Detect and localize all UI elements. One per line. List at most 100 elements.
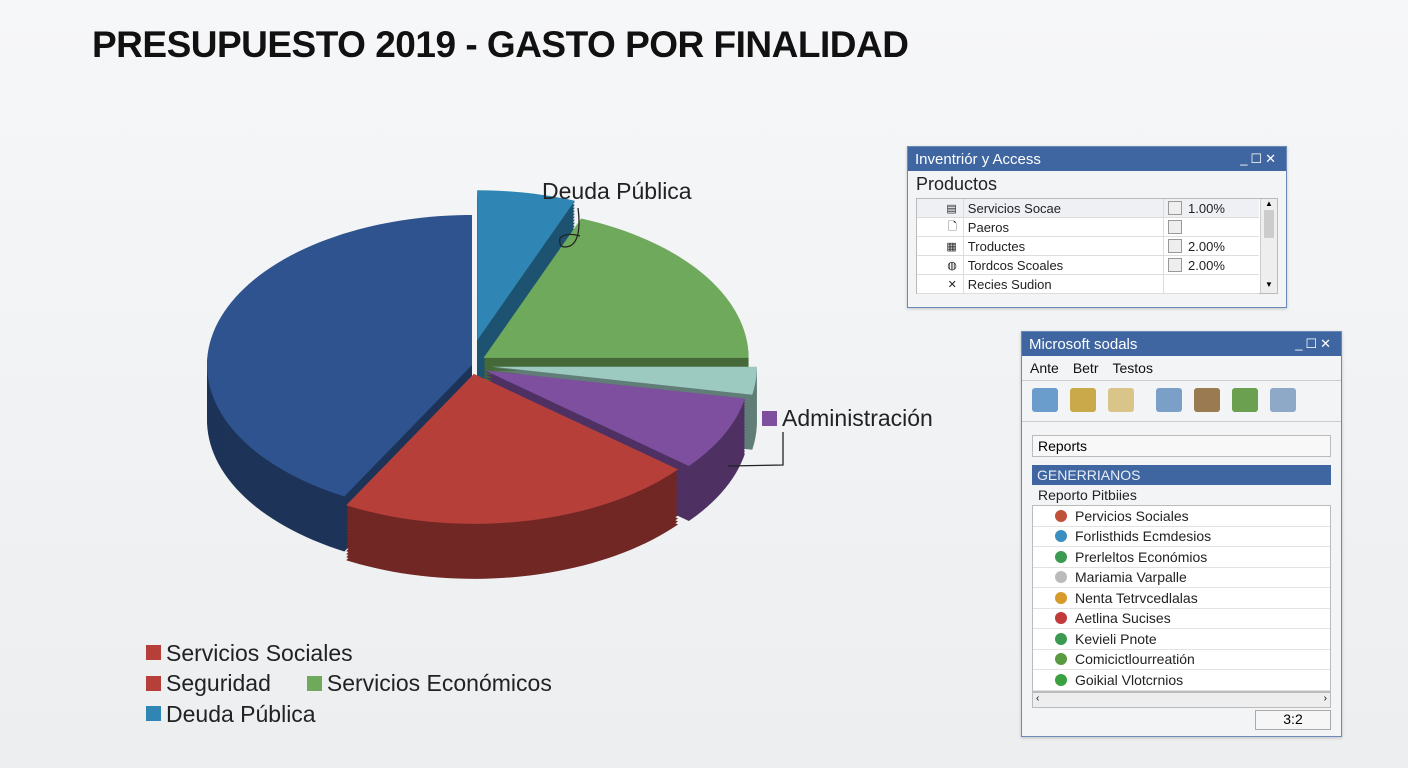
row-name: Recies Sudion [967, 276, 1052, 292]
item-label: Comicictlourreatión [1075, 651, 1195, 668]
item-label: Aetlina Sucises [1075, 610, 1171, 627]
row-name: Troductes [967, 238, 1026, 254]
pie-slice [207, 215, 473, 497]
table-row[interactable]: ◍ Tordcos Scoales 2.00% [917, 256, 1259, 275]
title-bar[interactable]: Inventriór y Access _☐✕ [908, 147, 1286, 171]
checkbox[interactable] [1168, 201, 1183, 215]
toolbar [1022, 381, 1341, 422]
status-box: 3:2 [1255, 710, 1331, 730]
window-controls[interactable]: _☐✕ [1240, 151, 1279, 166]
window-title: Inventriór y Access [915, 150, 1041, 168]
list-item[interactable]: Goikial Vlotcrnios [1033, 670, 1330, 691]
row-value: 1.00% [1188, 200, 1225, 216]
row-name: Tordcos Scoales [967, 257, 1064, 273]
row-value: 2.00% [1188, 257, 1225, 273]
menu-item[interactable]: Testos [1112, 360, 1153, 376]
report-icon [1055, 632, 1067, 645]
reports-list: Pervicios Sociales Forlisthids Ecmdesios P… [1032, 505, 1331, 692]
item-label: Mariamia Varpalle [1075, 569, 1187, 586]
row-name: Paeros [967, 219, 1009, 235]
legend-item: Servicios Sociales [146, 638, 353, 668]
legend-swatch [146, 706, 161, 721]
table-row[interactable]: 🗋 Paeros [917, 218, 1259, 237]
menu-bar: Ante Betr Testos [1022, 356, 1341, 381]
row-value-cell: 2.00% [1163, 256, 1259, 274]
form-icon: ▤ [917, 199, 964, 217]
item-label: Pervicios Sociales [1075, 507, 1189, 524]
pie-slice [346, 373, 679, 524]
checkbox[interactable] [1168, 258, 1183, 272]
report-icon [1055, 591, 1067, 604]
open-icon[interactable] [1032, 388, 1058, 412]
item-label: Forlisthids Ecmdesios [1075, 528, 1212, 545]
legend-swatch [306, 675, 322, 691]
item-label: Nenta Tetrvcedlalas [1075, 589, 1198, 606]
row-value-cell [1163, 218, 1259, 236]
macro-icon[interactable] [1232, 388, 1258, 412]
legend-swatch [146, 675, 161, 691]
list-item[interactable]: Prerleltos Económios [1033, 547, 1330, 568]
report-icon [1055, 550, 1067, 563]
report-icon [1055, 673, 1067, 686]
report-icon [1055, 530, 1067, 543]
list-item[interactable]: Pervicios Sociales [1033, 506, 1330, 527]
page-title: PRESUPUESTO 2019 - GASTO POR FINALIDAD [92, 24, 909, 65]
item-label: Goikial Vlotcrnios [1075, 671, 1184, 688]
edit-icon[interactable] [1194, 388, 1220, 412]
list-item[interactable]: Forlisthids Ecmdesios [1033, 527, 1330, 547]
row-value-cell: 2.00% [1163, 237, 1259, 255]
list-item[interactable]: Mariamia Varpalle [1033, 568, 1330, 588]
list-item[interactable]: Aetlina Sucises [1033, 609, 1330, 629]
table-row[interactable]: ▦ Troductes 2.00% [917, 237, 1259, 256]
callout-deuda-publica: Deuda Pública [542, 178, 692, 204]
window-title: Microsoft sodals [1029, 335, 1138, 353]
legend-swatch-administracion [762, 411, 777, 426]
report-icon [1055, 509, 1067, 522]
item-label: Kevieli Pnote [1075, 630, 1157, 647]
leader-line [559, 207, 581, 248]
inventory-window: Inventriór y Access _☐✕ Productos ▲ ▼ ▤ Ser… [907, 146, 1287, 308]
table-row[interactable]: ✕ Recies Sudion [917, 275, 1259, 294]
pie-slice [491, 366, 757, 395]
legend-item: Deuda Pública [146, 699, 316, 729]
horizontal-scrollbar[interactable]: ‹ › [1032, 691, 1331, 708]
x-icon: ✕ [917, 275, 964, 293]
products-grid: ▲ ▼ ▤ Servicios Socae 1.00% 🗋 Paeros ▦ Troducte… [916, 198, 1278, 294]
pie-slice [484, 370, 745, 466]
callout-administracion: Administración [762, 405, 933, 432]
report-icon [1055, 571, 1067, 584]
list-item[interactable]: Comicictlourreatión [1033, 650, 1330, 670]
window-icon[interactable] [1270, 388, 1296, 412]
pie-slice [477, 190, 575, 341]
page-icon: 🗋 [917, 218, 964, 236]
leader-line [727, 432, 784, 467]
scrollbar[interactable]: ▲ ▼ [1260, 199, 1277, 293]
list-item[interactable]: Nenta Tetrvcedlalas [1033, 588, 1330, 609]
list-item[interactable]: Kevieli Pnote [1033, 629, 1330, 650]
callout-label: Administración [782, 405, 933, 431]
row-value: 2.00% [1188, 238, 1225, 254]
section-header: GENERRIANOS [1032, 465, 1331, 485]
legend: Servicios Sociales Seguridad Servicios Ec… [146, 637, 566, 729]
legend-item: Seguridad [146, 668, 271, 698]
title-bar[interactable]: Microsoft sodals _☐✕ [1022, 332, 1341, 356]
row-value-cell [1163, 275, 1259, 293]
checkbox[interactable] [1168, 239, 1183, 253]
item-label: Prerleltos Económios [1075, 548, 1208, 565]
reports-field[interactable]: Reports [1032, 435, 1331, 457]
database-icon[interactable] [1070, 388, 1096, 412]
table-row[interactable]: ▤ Servicios Socae 1.00% [917, 199, 1259, 218]
menu-item[interactable]: Betr [1072, 360, 1099, 376]
row-name: Servicios Socae [967, 200, 1062, 216]
menu-item[interactable]: Ante [1030, 360, 1059, 376]
report-icon[interactable] [1156, 388, 1182, 412]
subheading: Reporto Pitbiies [1038, 487, 1137, 503]
legend-label: Servicios Económicos [326, 670, 552, 696]
checkbox[interactable] [1168, 220, 1183, 234]
window-controls[interactable]: _☐✕ [1295, 336, 1334, 351]
table-icon: ▦ [917, 237, 964, 255]
pie-chart [207, 190, 784, 579]
query-icon: ◍ [917, 256, 964, 274]
form-icon[interactable] [1108, 388, 1134, 412]
report-icon [1055, 653, 1067, 666]
